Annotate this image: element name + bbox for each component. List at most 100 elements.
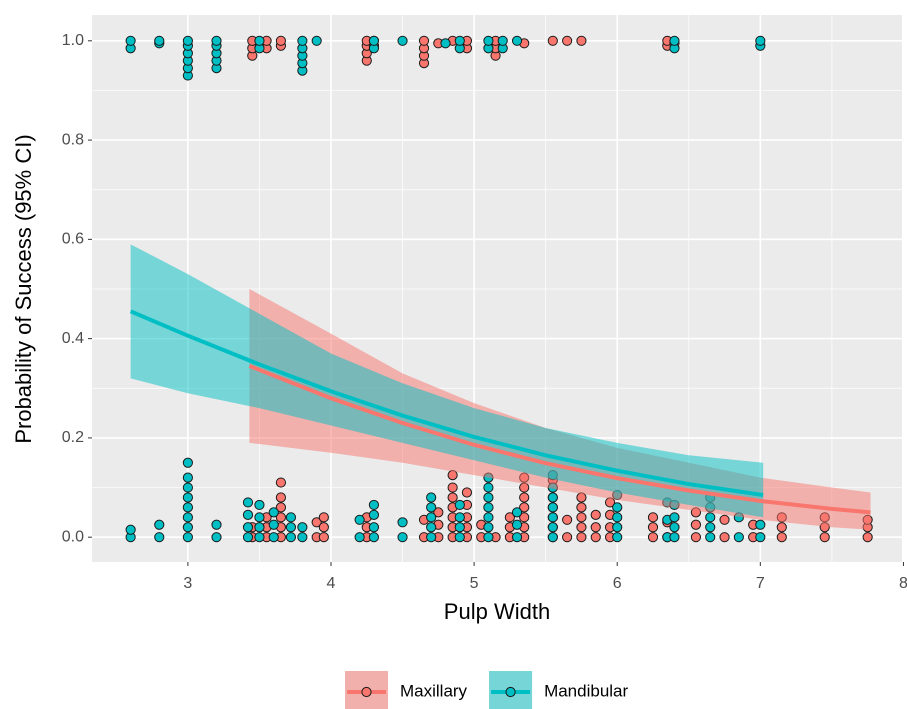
data-point bbox=[669, 512, 680, 523]
data-point bbox=[690, 532, 702, 543]
y-axis-title: Probability of Success (95% CI) bbox=[11, 134, 36, 443]
x-axis-title: Pulp Width bbox=[444, 599, 550, 624]
data-point bbox=[297, 532, 308, 543]
data-point bbox=[182, 457, 193, 468]
legend-label: Maxillary bbox=[400, 681, 468, 700]
data-point bbox=[447, 492, 458, 503]
data-point bbox=[182, 35, 193, 46]
data-point bbox=[483, 492, 494, 503]
data-point bbox=[647, 532, 659, 543]
data-point bbox=[182, 472, 193, 483]
data-point bbox=[669, 35, 680, 46]
data-point bbox=[590, 532, 601, 543]
data-point bbox=[483, 512, 494, 523]
data-point bbox=[547, 512, 558, 523]
y-tick-label: 1.0 bbox=[62, 32, 84, 49]
data-point bbox=[447, 482, 458, 493]
data-point bbox=[612, 512, 623, 523]
data-point bbox=[562, 514, 573, 525]
data-point bbox=[669, 522, 680, 533]
data-point bbox=[483, 482, 494, 493]
data-point bbox=[211, 35, 222, 46]
data-point bbox=[504, 512, 515, 523]
data-point bbox=[705, 512, 716, 523]
data-point bbox=[285, 532, 297, 543]
data-point bbox=[705, 522, 716, 533]
legend-key-point bbox=[505, 686, 516, 698]
x-tick-label: 3 bbox=[183, 575, 192, 592]
data-point bbox=[297, 522, 308, 533]
data-point bbox=[254, 35, 265, 46]
x-tick-label: 5 bbox=[470, 575, 479, 592]
data-point bbox=[311, 517, 322, 528]
data-point bbox=[268, 507, 279, 518]
x-tick-label: 8 bbox=[899, 575, 907, 592]
data-point bbox=[354, 514, 365, 525]
data-point bbox=[285, 522, 297, 533]
y-tick-label: 0.0 bbox=[62, 528, 84, 545]
data-point bbox=[426, 512, 437, 523]
data-point bbox=[254, 522, 265, 533]
data-point bbox=[182, 492, 193, 503]
data-point bbox=[562, 35, 573, 46]
data-point bbox=[254, 499, 265, 511]
data-point bbox=[211, 532, 222, 543]
data-point bbox=[755, 532, 766, 543]
data-point bbox=[242, 532, 254, 543]
data-point bbox=[511, 35, 523, 46]
data-point bbox=[275, 502, 287, 513]
data-point bbox=[254, 512, 265, 523]
data-point bbox=[862, 532, 873, 543]
data-point bbox=[705, 532, 716, 543]
data-point bbox=[454, 35, 465, 46]
data-point bbox=[426, 492, 437, 503]
data-point bbox=[433, 507, 444, 518]
data-point bbox=[483, 522, 494, 533]
fits bbox=[129, 244, 871, 530]
data-point bbox=[755, 35, 766, 46]
data-point bbox=[311, 35, 322, 46]
data-point bbox=[669, 532, 680, 543]
data-point bbox=[547, 532, 558, 543]
data-point bbox=[368, 522, 380, 533]
data-point bbox=[454, 499, 465, 511]
data-point bbox=[590, 522, 601, 533]
data-point bbox=[719, 514, 730, 525]
data-point bbox=[483, 35, 494, 46]
legend: Maxillary Mandibular bbox=[345, 671, 629, 709]
y-tick-label: 0.4 bbox=[62, 330, 84, 347]
data-point bbox=[254, 532, 265, 543]
data-point bbox=[297, 35, 308, 46]
data-point bbox=[211, 519, 222, 530]
y-tick-label: 0.8 bbox=[62, 131, 84, 148]
data-point bbox=[275, 492, 287, 503]
data-point bbox=[440, 38, 451, 49]
data-point bbox=[483, 502, 494, 513]
data-point bbox=[733, 532, 744, 543]
data-point bbox=[368, 35, 380, 46]
x-tick-label: 4 bbox=[327, 575, 336, 592]
data-point bbox=[511, 532, 523, 543]
data-point bbox=[426, 522, 437, 533]
data-point bbox=[397, 517, 408, 528]
data-point bbox=[154, 35, 165, 46]
data-point bbox=[519, 492, 530, 503]
data-point bbox=[755, 519, 766, 530]
data-point bbox=[275, 477, 287, 488]
data-point bbox=[182, 502, 193, 513]
data-point bbox=[182, 482, 193, 493]
data-point bbox=[397, 35, 408, 46]
data-point bbox=[576, 512, 587, 523]
x-tick-label: 7 bbox=[756, 575, 765, 592]
data-point bbox=[497, 35, 508, 46]
data-point bbox=[612, 532, 623, 543]
data-point bbox=[268, 519, 279, 530]
data-point bbox=[511, 507, 523, 518]
y-tick-label: 0.6 bbox=[62, 231, 84, 248]
data-point bbox=[576, 502, 587, 513]
data-point bbox=[690, 519, 702, 530]
data-point bbox=[426, 502, 437, 513]
data-point bbox=[418, 35, 430, 46]
data-point bbox=[182, 532, 193, 543]
